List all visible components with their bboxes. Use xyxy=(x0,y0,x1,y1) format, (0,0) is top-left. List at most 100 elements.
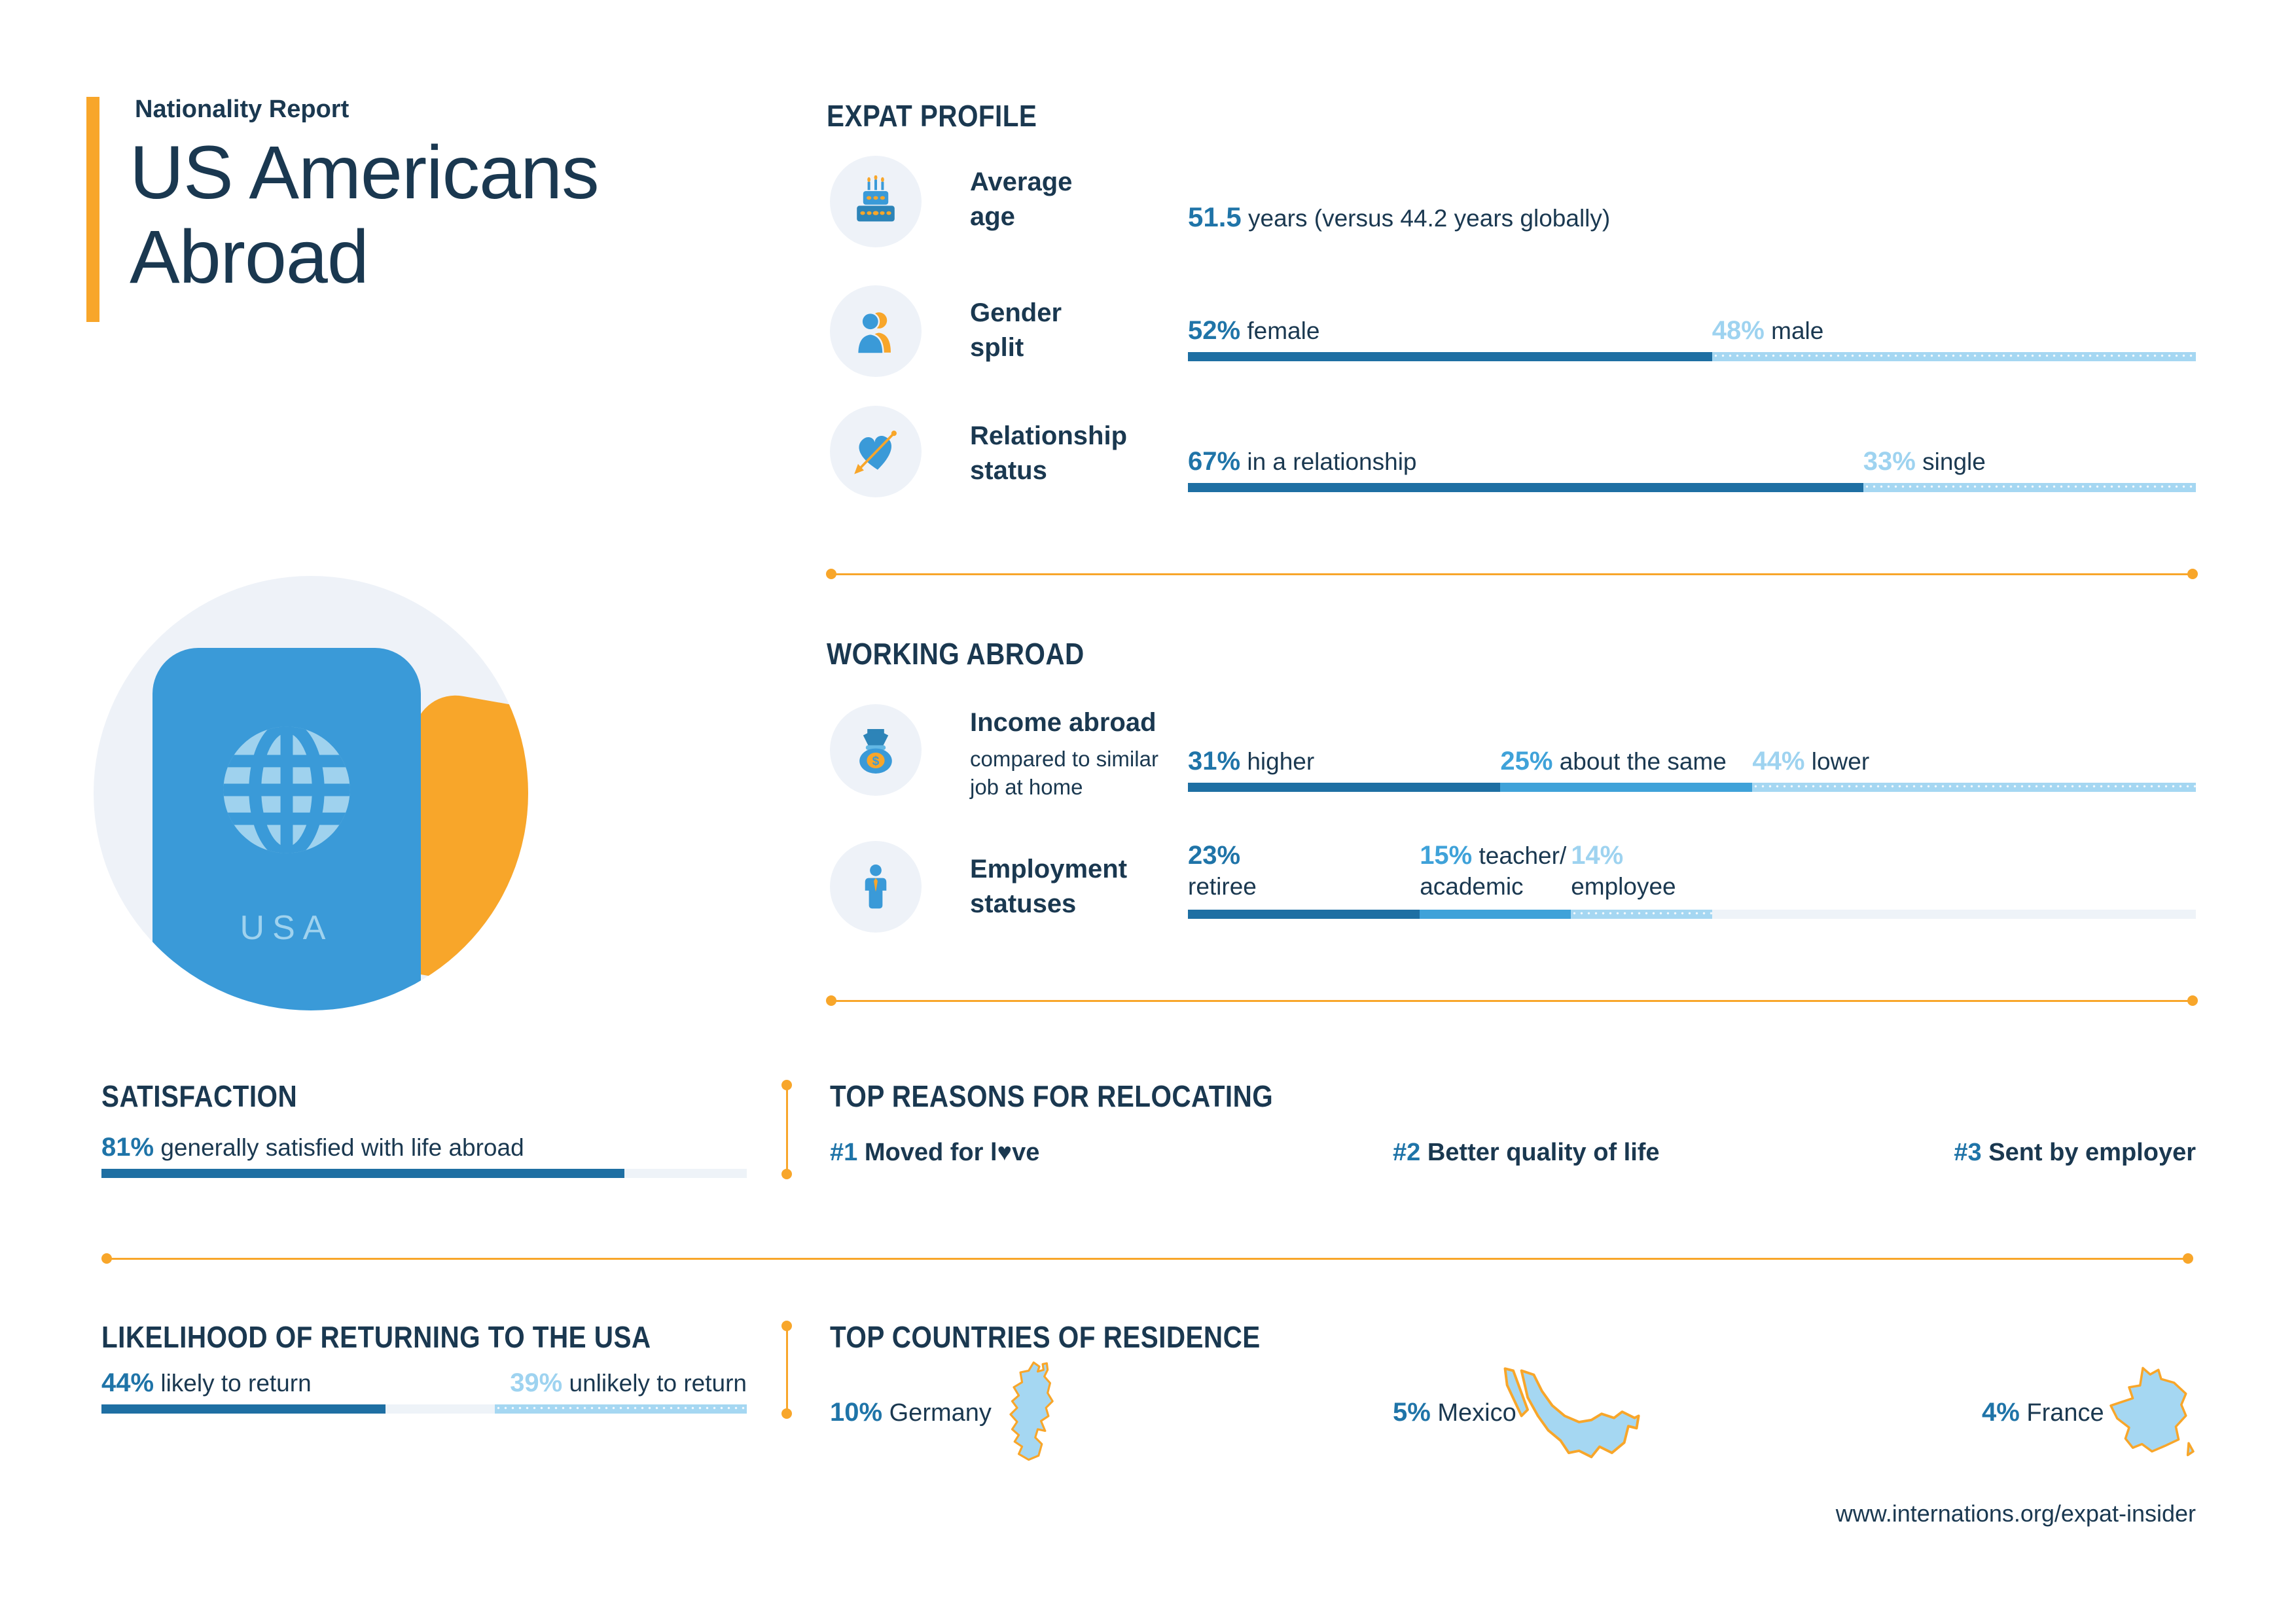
segment-percent: 39% xyxy=(510,1368,563,1397)
full-width-divider xyxy=(101,1253,2193,1264)
employment-bar xyxy=(1188,910,2196,919)
relationship-bar-labels: 67% in a relationship 33% single xyxy=(1188,445,2196,483)
bar-segment xyxy=(1188,783,1501,792)
segment-percent: 31% xyxy=(1188,747,1241,776)
bar-segment xyxy=(385,1404,495,1414)
average-age-label: Average age xyxy=(970,168,1073,231)
income-bar-labels: 31% higher 25% about the same 44% lower xyxy=(1188,745,2196,783)
reason-item-3: #3 Sent by employer xyxy=(1954,1139,2196,1167)
reason-label: Moved for l♥ve xyxy=(864,1139,1040,1166)
gender-split-label: Gender split xyxy=(970,298,1062,362)
segment-text: about the same xyxy=(1559,748,1727,775)
segment-label: 44% lower xyxy=(1752,745,1869,777)
expat-profile-heading: EXPAT PROFILE xyxy=(827,99,1037,133)
relationship-bar xyxy=(1188,483,2196,492)
bar-segment xyxy=(1571,910,1712,919)
bar-segment xyxy=(1712,910,2196,919)
income-icon-circle: $ xyxy=(830,704,922,796)
segment-label: 25% about the same xyxy=(1500,745,1726,777)
segment-percent: 81% xyxy=(101,1133,154,1162)
segment-percent: 52% xyxy=(1188,316,1241,345)
segment-percent: 67% xyxy=(1188,447,1241,476)
segment-percent: 23% xyxy=(1188,841,1241,870)
bar-segment xyxy=(495,1404,747,1414)
relationship-chart: 67% in a relationship 33% single xyxy=(1188,445,2196,492)
satisfaction-bar xyxy=(101,1169,747,1178)
france-map-icon xyxy=(2109,1366,2195,1457)
country-percent: 5% xyxy=(1393,1398,1431,1427)
satisfaction-heading: SATISFACTION xyxy=(101,1079,298,1113)
gender-split-icon xyxy=(856,312,891,355)
country-name: France xyxy=(2026,1399,2104,1427)
segment-percent: 33% xyxy=(1863,447,1916,476)
section-divider xyxy=(826,569,2198,579)
money-bag-icon: $ xyxy=(859,729,892,774)
passport-country-label: USA xyxy=(240,909,334,947)
segment-label: 81% generally satisfied with life abroad xyxy=(101,1131,524,1164)
segment-percent: 44% xyxy=(101,1368,154,1397)
segment-text: female xyxy=(1247,317,1320,344)
bar-segment xyxy=(1500,783,1753,792)
segment-text: single xyxy=(1922,448,1986,475)
country-name: Germany xyxy=(889,1399,992,1427)
segment-label: 15% teacher/academic xyxy=(1420,839,1566,902)
bar-segment xyxy=(1863,483,2196,492)
reason-rank: #2 xyxy=(1393,1139,1421,1166)
segment-text: male xyxy=(1771,317,1824,344)
segment-label: 39% unlikely to return xyxy=(510,1366,747,1399)
income-chart: 31% higher 25% about the same 44% lower xyxy=(1188,745,2196,792)
satisfaction-chart: 81% generally satisfied with life abroad xyxy=(101,1131,747,1178)
income-label-block: Income abroad compared to similar job at… xyxy=(970,705,1193,802)
segment-percent: 14% xyxy=(1571,841,1624,870)
bar-segment xyxy=(1188,352,1712,361)
reason-rank: #1 xyxy=(830,1139,858,1166)
country-percent: 4% xyxy=(1982,1398,2020,1427)
top-countries-heading: TOP COUNTRIES OF RESIDENCE xyxy=(830,1320,1261,1354)
bar-segment xyxy=(1420,910,1571,919)
relationship-label: Relationship status xyxy=(970,421,1128,485)
average-age-text: years (versus 44.2 years globally) xyxy=(1248,205,1611,232)
bar-segment xyxy=(101,1404,386,1414)
title-accent-bar xyxy=(86,97,99,322)
income-bar xyxy=(1188,783,2196,792)
country-item-germany: 10% Germany xyxy=(830,1398,992,1427)
country-item-mexico: 5% Mexico xyxy=(1393,1398,1516,1427)
birthday-cake-icon xyxy=(857,175,895,222)
passport-cover-graphic: USA xyxy=(152,648,421,1010)
employment-bar-labels: 23% retiree 15% teacher/academic 14% employe… xyxy=(1188,839,2196,910)
working-abroad-heading: WORKING ABROAD xyxy=(827,637,1085,671)
person-tie-icon xyxy=(865,864,887,909)
bar-segment xyxy=(1712,352,2196,361)
page-title: US Americans Abroad xyxy=(130,131,600,299)
segment-text: higher xyxy=(1247,748,1315,775)
employment-label: Employment statuses xyxy=(970,855,1128,918)
segment-text: employee xyxy=(1571,873,1676,900)
globe-icon xyxy=(223,726,350,853)
segment-percent: 44% xyxy=(1752,747,1805,776)
segment-text: lower xyxy=(1811,748,1870,775)
bar-segment xyxy=(1752,783,2196,792)
reason-item-2: #2 Better quality of life xyxy=(1393,1139,1660,1167)
gender-split-icon-circle xyxy=(830,285,922,377)
likelihood-bar-labels: 44% likely to return 39% unlikely to retu… xyxy=(101,1366,747,1404)
reason-rank: #3 xyxy=(1954,1139,1982,1166)
satisfaction-bar-labels: 81% generally satisfied with life abroad xyxy=(101,1131,747,1169)
segment-label: 44% likely to return xyxy=(101,1366,312,1399)
segment-percent: 25% xyxy=(1500,747,1553,776)
income-label: Income abroad xyxy=(970,708,1157,737)
segment-label: 67% in a relationship xyxy=(1188,445,1417,478)
segment-percent: 15% xyxy=(1420,841,1473,870)
section-divider xyxy=(826,995,2198,1006)
svg-text:$: $ xyxy=(872,755,880,768)
segment-text: generally satisfied with life abroad xyxy=(160,1134,524,1161)
segment-text: teacher/ xyxy=(1479,842,1567,869)
germany-map-icon xyxy=(1009,1361,1054,1461)
mexico-map-icon xyxy=(1503,1367,1640,1459)
bar-segment xyxy=(624,1169,747,1178)
footer-url: www.internations.org/expat-insider xyxy=(1835,1500,2196,1527)
reason-item-1: #1 Moved for l♥ve xyxy=(830,1139,1039,1167)
employment-chart: 23% retiree 15% teacher/academic 14% employe… xyxy=(1188,839,2196,919)
country-percent: 10% xyxy=(830,1398,883,1427)
segment-text: likely to return xyxy=(160,1370,312,1397)
reason-label: Sent by employer xyxy=(1988,1139,2196,1166)
